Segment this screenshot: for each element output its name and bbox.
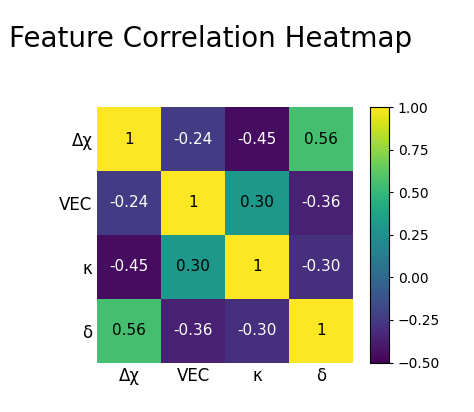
Text: 0.30: 0.30 [176,259,210,274]
Text: 1: 1 [316,323,326,338]
Text: -0.24: -0.24 [110,195,149,211]
Text: Feature Correlation Heatmap: Feature Correlation Heatmap [9,25,412,53]
Text: -0.30: -0.30 [301,259,341,274]
Text: 0.56: 0.56 [304,131,338,147]
Text: -0.30: -0.30 [237,323,277,338]
Text: -0.45: -0.45 [110,259,149,274]
Text: 1: 1 [188,195,198,211]
Text: -0.36: -0.36 [173,323,213,338]
Text: -0.36: -0.36 [301,195,341,211]
Text: -0.24: -0.24 [173,131,213,147]
Text: 1: 1 [252,259,262,274]
Text: 1: 1 [125,131,134,147]
Text: 0.56: 0.56 [112,323,146,338]
Text: -0.45: -0.45 [237,131,277,147]
Text: 0.30: 0.30 [240,195,274,211]
